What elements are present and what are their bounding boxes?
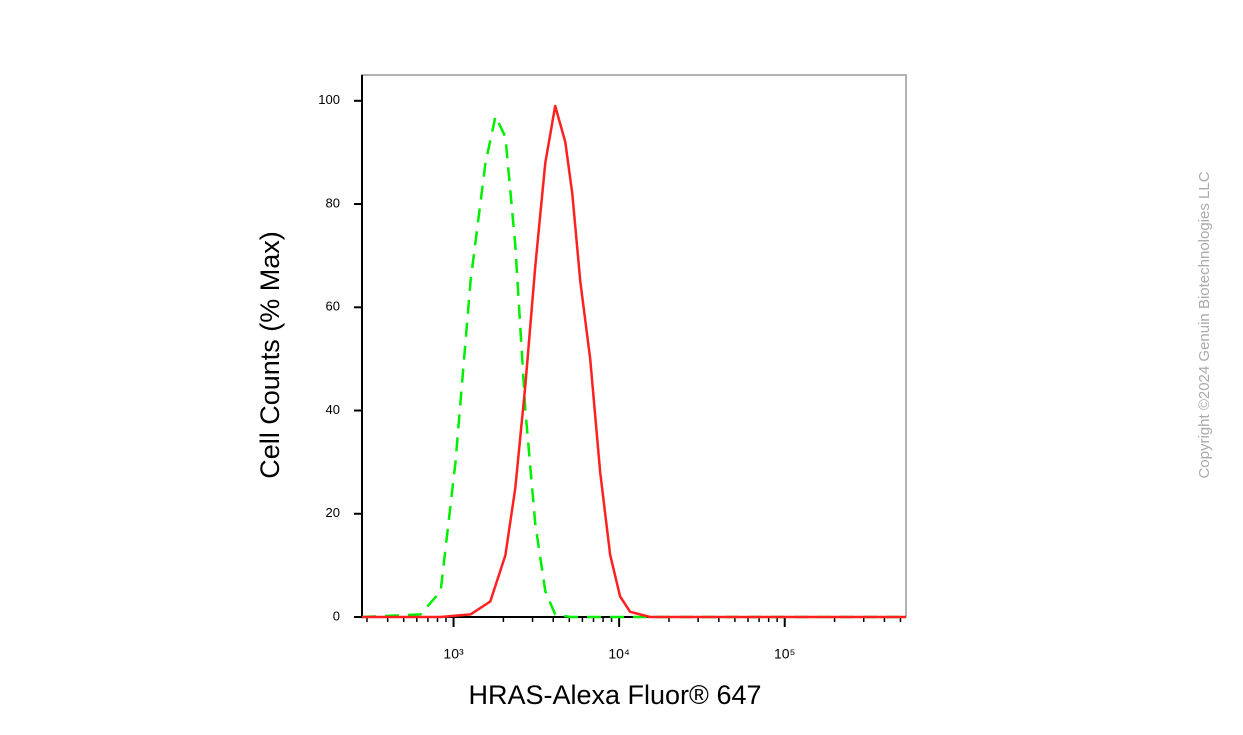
copyright: Copyright ©2024 Genuin Biotechnologies L… (1196, 171, 1213, 478)
x-tick-label: 10⁵ (774, 646, 795, 662)
y-axis-label: Cell Counts (% Max) (255, 231, 285, 479)
y-tick-label: 0 (333, 608, 340, 623)
x-tick-label: 10⁴ (608, 646, 630, 662)
y-tick-label: 60 (326, 299, 340, 314)
x-axis-label: HRAS-Alexa Fluor® 647 (468, 680, 761, 710)
y-tick-label: 20 (326, 505, 340, 520)
y-tick-label: 100 (318, 92, 340, 107)
plot-frame (361, 74, 907, 618)
histogram-line (361, 115, 906, 619)
y-tick-label: 40 (326, 402, 340, 417)
histogram-line (362, 104, 906, 619)
x-tick-label: 10³ (443, 646, 464, 662)
y-tick-label: 80 (326, 195, 340, 210)
